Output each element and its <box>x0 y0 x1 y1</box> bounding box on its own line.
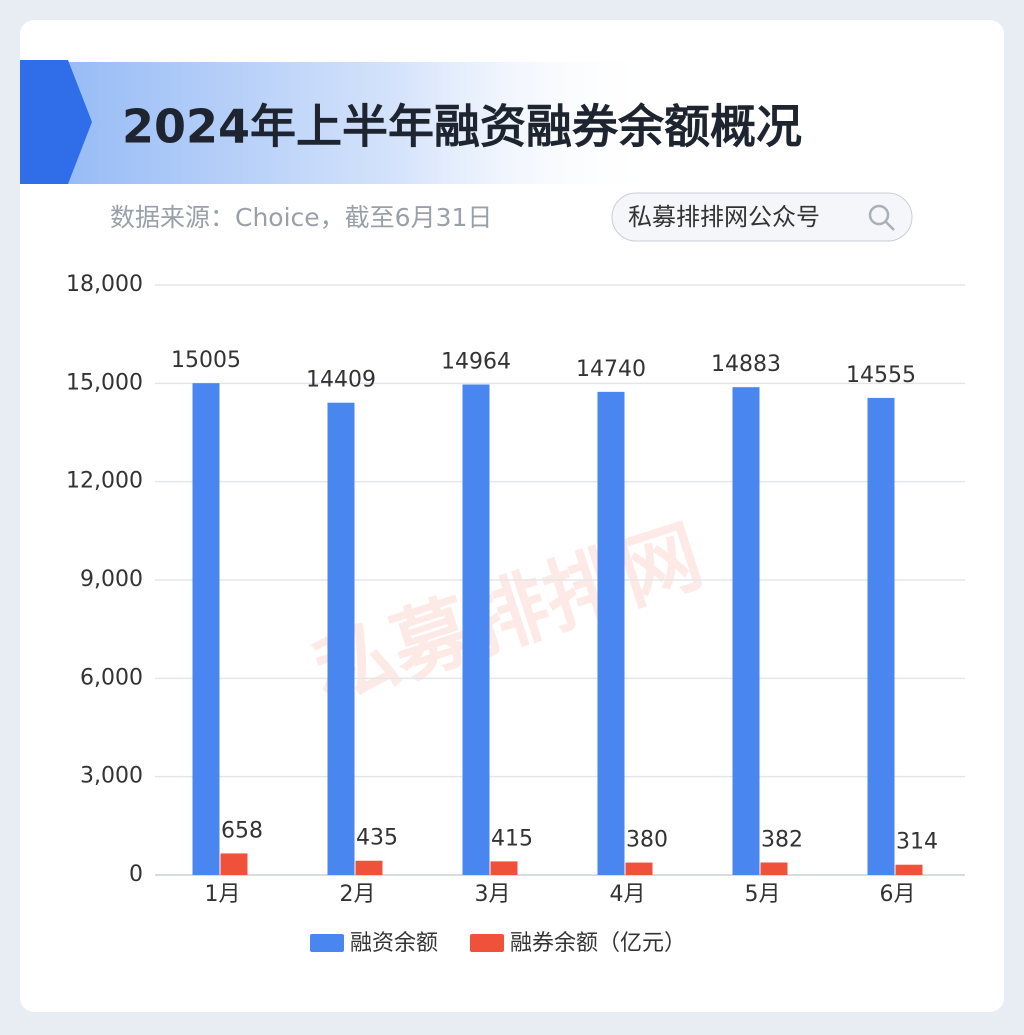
subtitle: 数据来源：Choice，截至6月31日 <box>110 203 492 232</box>
data-label: 14964 <box>441 350 511 375</box>
header-chevron <box>20 60 92 184</box>
x-tick-label: 5月 <box>745 882 781 907</box>
x-tick-label: 2月 <box>340 882 376 907</box>
legend-swatch <box>310 934 344 952</box>
bar <box>355 860 383 875</box>
bar <box>490 861 518 875</box>
bar <box>327 402 355 875</box>
title: 2024年上半年融资融券余额概况 <box>122 100 802 154</box>
bar <box>462 384 490 875</box>
y-tick-label: 12,000 <box>66 469 143 494</box>
bar <box>760 862 788 875</box>
y-tick-label: 9,000 <box>80 567 143 592</box>
bar <box>192 383 220 875</box>
legend-swatch <box>470 934 504 952</box>
legend-label: 融资余额 <box>350 931 438 956</box>
legend-label: 融券余额（亿元） <box>510 931 686 956</box>
x-tick-label: 1月 <box>205 882 241 907</box>
search-text: 私募排排网公众号 <box>628 203 820 231</box>
data-label: 435 <box>356 826 398 851</box>
bar <box>867 397 895 875</box>
data-label: 14740 <box>576 357 646 382</box>
y-tick-label: 18,000 <box>66 272 143 297</box>
y-tick-label: 6,000 <box>80 665 143 690</box>
bar <box>220 853 248 875</box>
y-tick-label: 15,000 <box>66 370 143 395</box>
data-label: 14409 <box>306 368 376 393</box>
data-label: 382 <box>761 827 803 852</box>
data-label: 14883 <box>711 352 781 377</box>
bar <box>625 862 653 875</box>
data-label: 658 <box>221 818 263 843</box>
data-label: 14555 <box>846 363 916 388</box>
bar <box>895 864 923 875</box>
search-icon <box>868 204 890 226</box>
search-icon <box>885 221 895 231</box>
data-label: 415 <box>491 826 533 851</box>
data-label: 15005 <box>171 348 241 373</box>
y-tick-label: 0 <box>129 862 143 887</box>
x-tick-label: 3月 <box>475 882 511 907</box>
bar <box>597 391 625 875</box>
data-label: 314 <box>896 830 938 855</box>
y-tick-label: 3,000 <box>80 764 143 789</box>
data-label: 380 <box>626 828 668 853</box>
search-box[interactable] <box>611 192 913 242</box>
bar <box>732 387 760 875</box>
x-tick-label: 4月 <box>610 882 646 907</box>
x-tick-label: 6月 <box>880 882 916 907</box>
header-band <box>20 62 660 184</box>
